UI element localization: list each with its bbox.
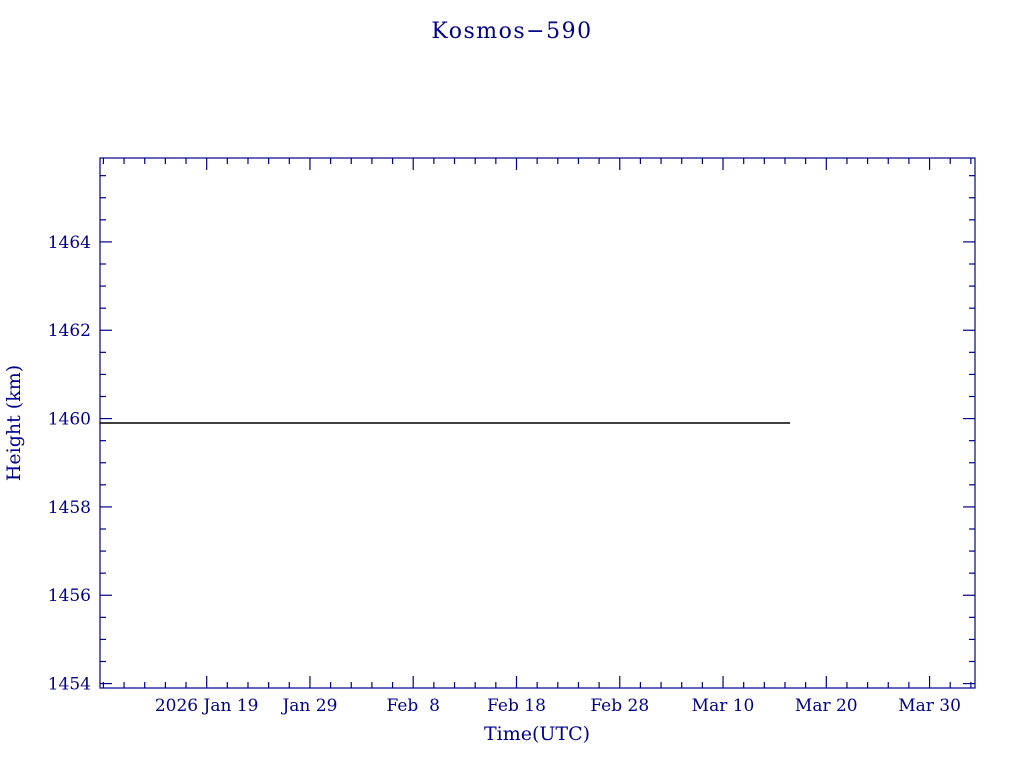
y-tick-label: 1464 — [48, 233, 91, 253]
y-tick-label: 1454 — [48, 675, 91, 695]
x-tick-label: Feb 8 — [386, 696, 439, 716]
x-tick-label: Jan 29 — [280, 696, 337, 716]
x-tick-label: Mar 10 — [692, 696, 755, 716]
y-tick-label: 1460 — [48, 410, 91, 430]
y-tick-label: 1462 — [48, 321, 91, 341]
x-tick-label: 2026 Jan 19 — [155, 696, 259, 716]
x-tick-label: Mar 30 — [898, 696, 961, 716]
x-tick-label: Feb 18 — [487, 696, 546, 716]
x-tick-label: Feb 28 — [590, 696, 649, 716]
x-tick-label: Mar 20 — [795, 696, 858, 716]
chart-plot-area: 2026 Jan 19 Jan 29 Feb 8 Feb 18 Feb 28 Mar 10… — [48, 157, 976, 716]
x-axis-label: Time(UTC) — [484, 723, 590, 745]
y-axis-label: Height (km) — [3, 365, 25, 481]
chart-title: Kosmos−590 — [431, 19, 592, 44]
y-tick-label: 1458 — [48, 498, 91, 518]
y-tick-label: 1456 — [48, 586, 91, 606]
